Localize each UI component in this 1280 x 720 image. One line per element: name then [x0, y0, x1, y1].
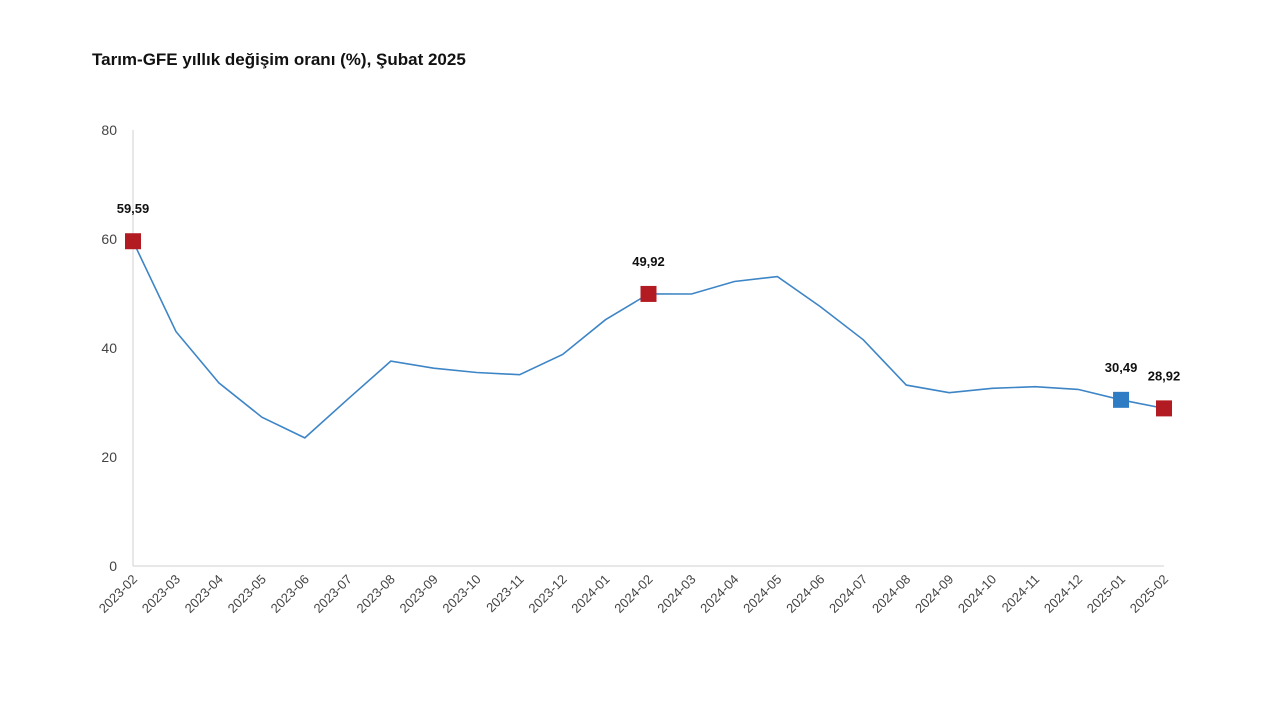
- x-tick-label: 2023-05: [225, 572, 269, 616]
- x-tick-label: 2023-06: [268, 572, 312, 616]
- x-tick-label: 2024-01: [568, 572, 612, 616]
- x-tick-label: 2023-10: [439, 572, 483, 616]
- chart-title: Tarım-GFE yıllık değişim oranı (%), Şuba…: [92, 50, 466, 69]
- y-tick-label: 20: [101, 449, 117, 465]
- x-tick-label: 2023-08: [354, 572, 398, 616]
- highlight-marker: [1156, 400, 1172, 417]
- highlight-marker: [1113, 391, 1130, 408]
- x-tick-label: 2024-08: [869, 572, 913, 616]
- x-tick-label: 2024-10: [955, 572, 999, 616]
- x-tick-label: 2024-05: [740, 572, 784, 616]
- x-tick-label: 2023-07: [311, 572, 355, 616]
- x-tick-label: 2023-09: [396, 572, 440, 616]
- series-line: [132, 240, 1165, 439]
- data-label: 49,92: [632, 254, 665, 269]
- x-tick-label: 2025-01: [1084, 572, 1128, 616]
- x-tick-label: 2024-11: [999, 572, 1043, 616]
- x-tick-label: 2023-12: [525, 572, 569, 616]
- x-tick-label: 2024-02: [611, 572, 655, 616]
- y-tick-label: 80: [101, 122, 117, 138]
- x-tick-label: 2023-03: [139, 572, 183, 616]
- data-label: 30,49: [1105, 360, 1138, 375]
- x-tick-label: 2024-04: [697, 572, 741, 616]
- data-label: 59,59: [117, 201, 150, 216]
- x-tick-label: 2024-09: [912, 572, 956, 616]
- x-tick-label: 2024-06: [783, 572, 827, 616]
- y-tick-label: 60: [101, 231, 117, 247]
- y-tick-label: 0: [109, 558, 117, 574]
- y-tick-labels: 0 20 40 60 80: [101, 122, 117, 574]
- highlight-marker: [640, 285, 657, 302]
- x-tick-label: 2025-02: [1127, 572, 1171, 616]
- y-tick-label: 40: [101, 340, 117, 356]
- x-tick-label: 2024-12: [1041, 572, 1085, 616]
- x-tick-label: 2023-02: [96, 572, 140, 616]
- x-tick-label: 2024-03: [654, 572, 698, 616]
- highlight-marker: [125, 233, 141, 250]
- x-tick-label: 2023-11: [483, 572, 527, 616]
- data-label: 28,92: [1148, 368, 1181, 383]
- x-tick-label: 2023-04: [182, 572, 226, 616]
- x-tick-labels: 2023-022023-032023-042023-052023-062023-…: [96, 572, 1171, 616]
- highlight-markers: [125, 233, 1172, 417]
- data-labels: 59,59 49,92 30,49 28,92: [117, 201, 1181, 383]
- x-tick-label: 2024-07: [826, 572, 870, 616]
